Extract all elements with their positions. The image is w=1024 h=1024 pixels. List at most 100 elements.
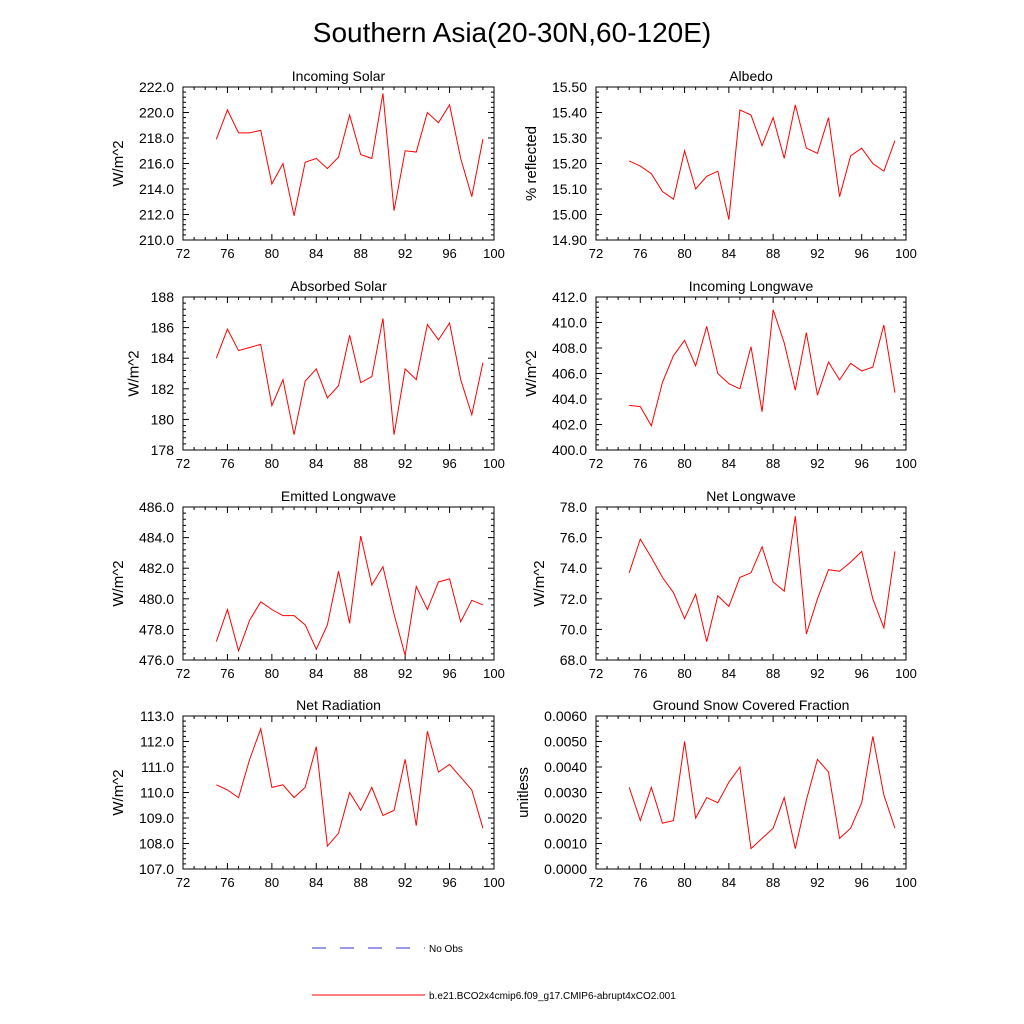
y-tick-label: 216.0 xyxy=(139,156,174,172)
chart-panel: Net Longwave 72 76 80 84 88 92 96 100 68.0 70.0 72.… xyxy=(531,488,917,681)
panel-title: Incoming Solar xyxy=(292,68,386,84)
y-tick-label: 186 xyxy=(151,320,175,336)
y-tick-label: 15.10 xyxy=(552,181,587,197)
x-tick-label: 84 xyxy=(722,666,736,681)
x-tick-label: 92 xyxy=(398,666,412,681)
y-tick-label: 484.0 xyxy=(139,530,174,546)
x-tick-label: 88 xyxy=(353,456,367,471)
x-tick-label: 100 xyxy=(895,666,917,681)
x-tick-label: 80 xyxy=(677,875,691,890)
panels: Incoming Solar 72 76 80 84 88 92 96 100 210.0 212.… xyxy=(110,68,917,890)
x-tick-label: 76 xyxy=(633,456,647,471)
x-tick-label: 84 xyxy=(722,246,736,261)
y-axis-label: W/m^2 xyxy=(531,560,548,606)
x-tick-label: 76 xyxy=(220,666,234,681)
x-tick-label: 88 xyxy=(353,246,367,261)
plot-frame xyxy=(182,86,495,241)
y-tick-label: 210.0 xyxy=(139,232,174,248)
x-tick-label: 96 xyxy=(442,246,456,261)
x-tick-label: 92 xyxy=(398,875,412,890)
x-tick-label: 80 xyxy=(265,246,279,261)
panel-title: Incoming Longwave xyxy=(689,278,814,294)
y-tick-label: 178 xyxy=(151,442,175,458)
y-tick-label: 412.0 xyxy=(552,289,587,305)
x-tick-label: 84 xyxy=(309,666,323,681)
y-axis-label: W/m^2 xyxy=(110,769,127,815)
x-tick-label: 96 xyxy=(854,875,868,890)
x-tick-label: 76 xyxy=(220,456,234,471)
x-tick-label: 76 xyxy=(220,875,234,890)
panel-title: Net Longwave xyxy=(706,488,796,504)
y-axis-label: W/m^2 xyxy=(110,560,127,606)
y-tick-label: 15.20 xyxy=(552,156,587,172)
panel-title: Net Radiation xyxy=(296,697,381,713)
y-tick-label: 486.0 xyxy=(139,499,174,515)
y-tick-label: 15.30 xyxy=(552,130,587,146)
y-tick-label: 68.0 xyxy=(560,652,587,668)
panel-title: Absorbed Solar xyxy=(290,278,387,294)
y-tick-label: 400.0 xyxy=(552,442,587,458)
x-tick-label: 92 xyxy=(810,666,824,681)
x-tick-label: 96 xyxy=(442,875,456,890)
y-tick-label: 214.0 xyxy=(139,181,174,197)
y-tick-label: 404.0 xyxy=(552,391,587,407)
series-line xyxy=(216,726,484,848)
x-tick-label: 84 xyxy=(722,456,736,471)
y-axis-label: % reflected xyxy=(523,126,540,201)
x-tick-label: 100 xyxy=(483,456,505,471)
series-line xyxy=(628,516,896,642)
y-tick-label: 78.0 xyxy=(560,499,587,515)
chart-panel: Emitted Longwave 72 76 80 84 88 92 96 100 476.0 47… xyxy=(110,488,505,681)
chart-panel: Incoming Solar 72 76 80 84 88 92 96 100 210.0 212.… xyxy=(110,68,505,261)
y-tick-label: 408.0 xyxy=(552,340,587,356)
x-tick-label: 72 xyxy=(589,456,603,471)
y-tick-label: 406.0 xyxy=(552,366,587,382)
x-tick-label: 96 xyxy=(854,246,868,261)
y-axis-label: W/m^2 xyxy=(126,350,143,396)
x-tick-label: 72 xyxy=(589,875,603,890)
x-tick-label: 88 xyxy=(353,875,367,890)
x-tick-label: 84 xyxy=(309,456,323,471)
y-tick-label: 212.0 xyxy=(139,207,174,223)
y-tick-label: 0.0010 xyxy=(544,836,587,852)
x-tick-label: 88 xyxy=(353,666,367,681)
x-tick-label: 72 xyxy=(176,246,190,261)
x-tick-label: 76 xyxy=(633,666,647,681)
series-line xyxy=(215,318,484,435)
x-tick-label: 100 xyxy=(483,666,505,681)
y-tick-label: 15.00 xyxy=(552,207,587,223)
legend: No Obs b.e21.BCO2x4cmip6.f09_g17.CMIP6-a… xyxy=(312,944,676,1002)
x-tick-label: 84 xyxy=(309,246,323,261)
x-tick-label: 80 xyxy=(265,666,279,681)
panel-title: Emitted Longwave xyxy=(281,488,396,504)
plot-frame xyxy=(182,506,495,661)
y-tick-label: 76.0 xyxy=(560,530,587,546)
x-tick-label: 88 xyxy=(766,875,780,890)
y-tick-label: 410.0 xyxy=(552,315,587,331)
x-tick-label: 72 xyxy=(176,666,190,681)
x-tick-label: 96 xyxy=(442,456,456,471)
x-tick-label: 76 xyxy=(633,875,647,890)
series-line xyxy=(215,535,484,656)
y-tick-label: 0.0050 xyxy=(544,734,587,750)
x-tick-label: 72 xyxy=(176,875,190,890)
series-line xyxy=(215,93,484,216)
x-tick-label: 72 xyxy=(589,666,603,681)
y-tick-label: 184 xyxy=(151,350,175,366)
y-tick-label: 0.0000 xyxy=(544,861,587,877)
x-tick-label: 76 xyxy=(220,246,234,261)
x-tick-label: 80 xyxy=(677,246,691,261)
y-tick-label: 15.40 xyxy=(552,105,587,121)
x-tick-label: 96 xyxy=(854,456,868,471)
y-tick-label: 108.0 xyxy=(139,836,174,852)
x-tick-label: 84 xyxy=(722,875,736,890)
x-tick-label: 100 xyxy=(895,246,917,261)
y-tick-label: 188 xyxy=(151,289,175,305)
y-tick-label: 0.0060 xyxy=(544,708,587,724)
x-tick-label: 92 xyxy=(810,875,824,890)
plot-frame xyxy=(182,715,495,870)
plot-frame xyxy=(595,506,907,661)
chart-panel: Ground Snow Covered Fraction 72 76 80 84 88 92… xyxy=(515,697,917,890)
y-tick-label: 478.0 xyxy=(139,621,174,637)
